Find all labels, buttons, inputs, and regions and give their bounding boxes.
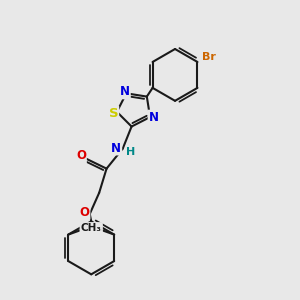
Text: N: N (148, 111, 159, 124)
Text: H: H (126, 147, 136, 157)
Text: N: N (111, 142, 121, 154)
Text: N: N (120, 85, 130, 98)
Text: Br: Br (202, 52, 216, 62)
Text: O: O (76, 149, 86, 163)
Text: CH₃: CH₃ (81, 223, 102, 233)
Text: O: O (80, 206, 89, 219)
Text: S: S (109, 107, 118, 120)
Text: CH₃: CH₃ (80, 223, 101, 233)
